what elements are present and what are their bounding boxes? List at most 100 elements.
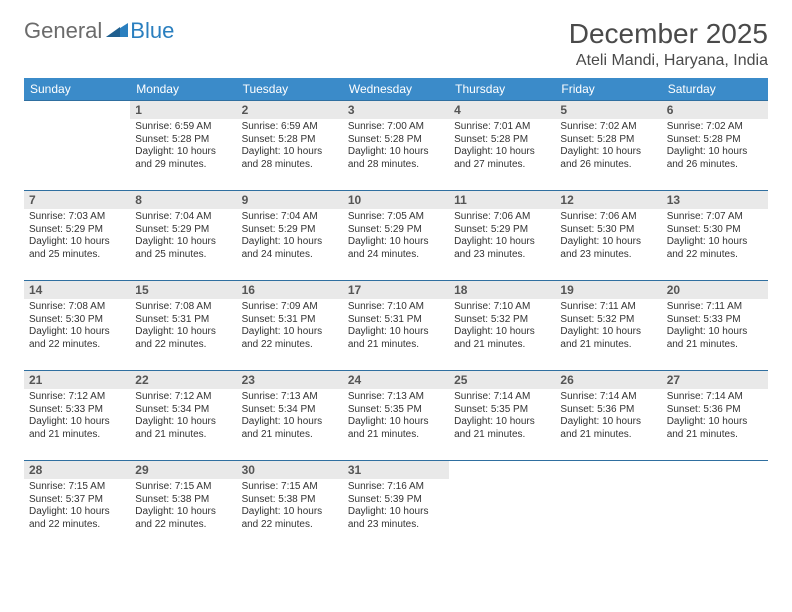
- calendar-cell: 11Sunrise: 7:06 AMSunset: 5:29 PMDayligh…: [449, 191, 555, 281]
- sunset-line: Sunset: 5:30 PM: [29, 314, 125, 327]
- calendar-cell: 20Sunrise: 7:11 AMSunset: 5:33 PMDayligh…: [662, 281, 768, 371]
- daylight-line: Daylight: 10 hours and 26 minutes.: [560, 146, 656, 171]
- calendar-cell: 23Sunrise: 7:13 AMSunset: 5:34 PMDayligh…: [237, 371, 343, 461]
- sunrise-line: Sunrise: 6:59 AM: [242, 121, 338, 134]
- calendar-cell: 31Sunrise: 7:16 AMSunset: 5:39 PMDayligh…: [343, 461, 449, 551]
- calendar-cell: 24Sunrise: 7:13 AMSunset: 5:35 PMDayligh…: [343, 371, 449, 461]
- daylight-line: Daylight: 10 hours and 21 minutes.: [560, 326, 656, 351]
- sunrise-line: Sunrise: 7:02 AM: [667, 121, 763, 134]
- day-body: Sunrise: 7:16 AMSunset: 5:39 PMDaylight:…: [343, 479, 449, 535]
- month-title: December 2025: [569, 18, 768, 50]
- day-body: Sunrise: 7:14 AMSunset: 5:36 PMDaylight:…: [662, 389, 768, 445]
- weekday-wednesday: Wednesday: [343, 78, 449, 101]
- day-number: 31: [343, 461, 449, 479]
- day-number: 2: [237, 101, 343, 119]
- daylight-line: Daylight: 10 hours and 21 minutes.: [29, 416, 125, 441]
- calendar-cell: 25Sunrise: 7:14 AMSunset: 5:35 PMDayligh…: [449, 371, 555, 461]
- sunset-line: Sunset: 5:28 PM: [667, 134, 763, 147]
- calendar-cell: 9Sunrise: 7:04 AMSunset: 5:29 PMDaylight…: [237, 191, 343, 281]
- sunrise-line: Sunrise: 7:02 AM: [560, 121, 656, 134]
- day-body: Sunrise: 7:12 AMSunset: 5:33 PMDaylight:…: [24, 389, 130, 445]
- calendar-cell: 22Sunrise: 7:12 AMSunset: 5:34 PMDayligh…: [130, 371, 236, 461]
- daylight-line: Daylight: 10 hours and 22 minutes.: [29, 506, 125, 531]
- day-number: 5: [555, 101, 661, 119]
- day-body: Sunrise: 7:12 AMSunset: 5:34 PMDaylight:…: [130, 389, 236, 445]
- day-number: 15: [130, 281, 236, 299]
- sunset-line: Sunset: 5:29 PM: [454, 224, 550, 237]
- day-body: Sunrise: 7:15 AMSunset: 5:38 PMDaylight:…: [237, 479, 343, 535]
- daylight-line: Daylight: 10 hours and 21 minutes.: [348, 416, 444, 441]
- calendar-week-row: 14Sunrise: 7:08 AMSunset: 5:30 PMDayligh…: [24, 281, 768, 371]
- day-number: 18: [449, 281, 555, 299]
- calendar-cell: 15Sunrise: 7:08 AMSunset: 5:31 PMDayligh…: [130, 281, 236, 371]
- day-number: 8: [130, 191, 236, 209]
- sunset-line: Sunset: 5:30 PM: [667, 224, 763, 237]
- daylight-line: Daylight: 10 hours and 29 minutes.: [135, 146, 231, 171]
- day-body: Sunrise: 7:02 AMSunset: 5:28 PMDaylight:…: [662, 119, 768, 175]
- day-body: Sunrise: 7:04 AMSunset: 5:29 PMDaylight:…: [237, 209, 343, 265]
- daylight-line: Daylight: 10 hours and 24 minutes.: [348, 236, 444, 261]
- sunrise-line: Sunrise: 6:59 AM: [135, 121, 231, 134]
- calendar-cell: [662, 461, 768, 551]
- day-number: 1: [130, 101, 236, 119]
- sunset-line: Sunset: 5:30 PM: [560, 224, 656, 237]
- sunset-line: Sunset: 5:28 PM: [560, 134, 656, 147]
- calendar-cell: 27Sunrise: 7:14 AMSunset: 5:36 PMDayligh…: [662, 371, 768, 461]
- calendar-cell: 30Sunrise: 7:15 AMSunset: 5:38 PMDayligh…: [237, 461, 343, 551]
- day-number: 7: [24, 191, 130, 209]
- day-body: Sunrise: 7:09 AMSunset: 5:31 PMDaylight:…: [237, 299, 343, 355]
- day-body: Sunrise: 7:00 AMSunset: 5:28 PMDaylight:…: [343, 119, 449, 175]
- calendar-cell: 1Sunrise: 6:59 AMSunset: 5:28 PMDaylight…: [130, 101, 236, 191]
- sunset-line: Sunset: 5:39 PM: [348, 494, 444, 507]
- day-body: Sunrise: 7:02 AMSunset: 5:28 PMDaylight:…: [555, 119, 661, 175]
- daylight-line: Daylight: 10 hours and 25 minutes.: [29, 236, 125, 261]
- calendar-cell: 8Sunrise: 7:04 AMSunset: 5:29 PMDaylight…: [130, 191, 236, 281]
- sunset-line: Sunset: 5:35 PM: [348, 404, 444, 417]
- day-number: 30: [237, 461, 343, 479]
- daylight-line: Daylight: 10 hours and 22 minutes.: [667, 236, 763, 261]
- sunset-line: Sunset: 5:34 PM: [135, 404, 231, 417]
- calendar-cell: 10Sunrise: 7:05 AMSunset: 5:29 PMDayligh…: [343, 191, 449, 281]
- calendar-cell: 5Sunrise: 7:02 AMSunset: 5:28 PMDaylight…: [555, 101, 661, 191]
- calendar-body: 1Sunrise: 6:59 AMSunset: 5:28 PMDaylight…: [24, 101, 768, 551]
- sunrise-line: Sunrise: 7:08 AM: [29, 301, 125, 314]
- header: General Blue December 2025 Ateli Mandi, …: [24, 18, 768, 70]
- daylight-line: Daylight: 10 hours and 23 minutes.: [348, 506, 444, 531]
- daylight-line: Daylight: 10 hours and 24 minutes.: [242, 236, 338, 261]
- sunrise-line: Sunrise: 7:00 AM: [348, 121, 444, 134]
- day-body: Sunrise: 7:01 AMSunset: 5:28 PMDaylight:…: [449, 119, 555, 175]
- day-number: 27: [662, 371, 768, 389]
- calendar-cell: 28Sunrise: 7:15 AMSunset: 5:37 PMDayligh…: [24, 461, 130, 551]
- daylight-line: Daylight: 10 hours and 21 minutes.: [667, 326, 763, 351]
- sunrise-line: Sunrise: 7:11 AM: [560, 301, 656, 314]
- sunrise-line: Sunrise: 7:16 AM: [348, 481, 444, 494]
- calendar-cell: 13Sunrise: 7:07 AMSunset: 5:30 PMDayligh…: [662, 191, 768, 281]
- daylight-line: Daylight: 10 hours and 22 minutes.: [29, 326, 125, 351]
- sunrise-line: Sunrise: 7:04 AM: [242, 211, 338, 224]
- sunset-line: Sunset: 5:34 PM: [242, 404, 338, 417]
- sunrise-line: Sunrise: 7:14 AM: [454, 391, 550, 404]
- day-number: 6: [662, 101, 768, 119]
- sunrise-line: Sunrise: 7:13 AM: [242, 391, 338, 404]
- title-block: December 2025 Ateli Mandi, Haryana, Indi…: [569, 18, 768, 70]
- calendar-cell: 17Sunrise: 7:10 AMSunset: 5:31 PMDayligh…: [343, 281, 449, 371]
- day-body: Sunrise: 7:15 AMSunset: 5:37 PMDaylight:…: [24, 479, 130, 535]
- day-body: Sunrise: 7:11 AMSunset: 5:33 PMDaylight:…: [662, 299, 768, 355]
- daylight-line: Daylight: 10 hours and 27 minutes.: [454, 146, 550, 171]
- calendar-table: SundayMondayTuesdayWednesdayThursdayFrid…: [24, 78, 768, 551]
- day-number: 12: [555, 191, 661, 209]
- sunrise-line: Sunrise: 7:04 AM: [135, 211, 231, 224]
- sunset-line: Sunset: 5:37 PM: [29, 494, 125, 507]
- calendar-cell: 14Sunrise: 7:08 AMSunset: 5:30 PMDayligh…: [24, 281, 130, 371]
- day-number: 20: [662, 281, 768, 299]
- day-number: 25: [449, 371, 555, 389]
- calendar-cell: 26Sunrise: 7:14 AMSunset: 5:36 PMDayligh…: [555, 371, 661, 461]
- sunrise-line: Sunrise: 7:08 AM: [135, 301, 231, 314]
- calendar-cell: [24, 101, 130, 191]
- day-body: Sunrise: 6:59 AMSunset: 5:28 PMDaylight:…: [237, 119, 343, 175]
- day-number: 17: [343, 281, 449, 299]
- daylight-line: Daylight: 10 hours and 23 minutes.: [454, 236, 550, 261]
- daylight-line: Daylight: 10 hours and 21 minutes.: [135, 416, 231, 441]
- calendar-cell: 7Sunrise: 7:03 AMSunset: 5:29 PMDaylight…: [24, 191, 130, 281]
- day-body: Sunrise: 7:14 AMSunset: 5:36 PMDaylight:…: [555, 389, 661, 445]
